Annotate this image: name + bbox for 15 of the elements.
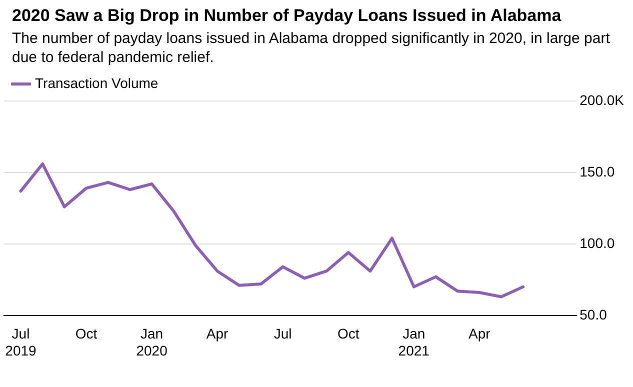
chart-subtitle: The number of payday loans issued in Alabama dropped significantly in 2020, in large part due to federal pandemic relief. <box>12 29 611 67</box>
x-tick-label: Oct <box>75 326 98 342</box>
y-tick-label: 50.0 <box>580 306 608 322</box>
x-tick-label: Oct <box>337 326 360 342</box>
y-tick-label: 100.0 <box>580 234 615 251</box>
x-tick-label: Jan 2020 <box>136 326 168 358</box>
y-tick-label: 150.0 <box>580 163 615 180</box>
x-tick-label: Jul <box>274 326 292 342</box>
y-tick-label: 200.0K <box>580 92 625 108</box>
x-tick-label: Apr <box>468 326 491 342</box>
chart-title: 2020 Saw a Big Drop in Number of Payday Loans Issued in Alabama <box>12 6 562 26</box>
legend-label: Transaction Volume <box>35 74 158 91</box>
x-tick-label: Jul 2019 <box>5 326 37 358</box>
x-tick-label: Apr <box>206 326 229 342</box>
x-tick-label: Jan 2021 <box>398 326 430 358</box>
